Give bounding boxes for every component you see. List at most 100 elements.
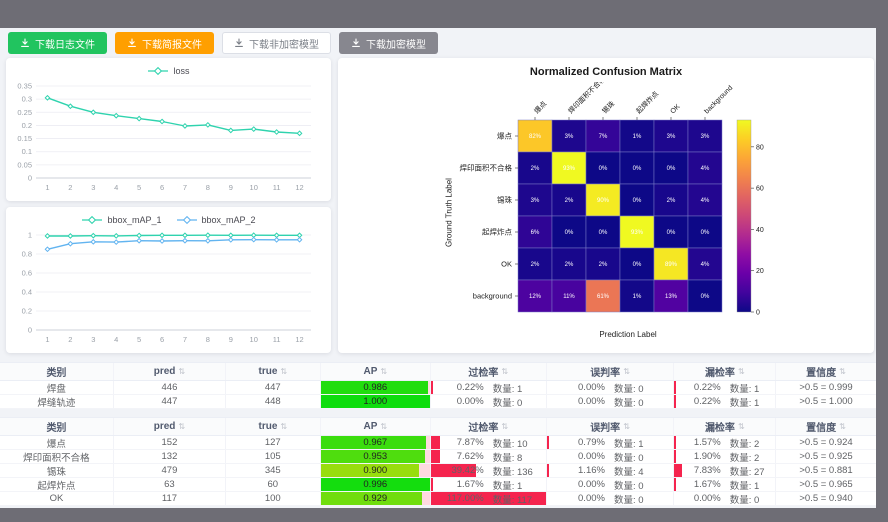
- data-point-marker: [273, 232, 280, 239]
- column-header[interactable]: 置信度 ⇅: [776, 363, 876, 380]
- toolbar: 下载日志文件 下载简报文件 下载非加密模型 下载加密模型: [0, 28, 876, 58]
- svg-text:12: 12: [295, 335, 303, 344]
- sort-icon[interactable]: ⇅: [623, 422, 630, 431]
- column-header[interactable]: 置信度 ⇅: [776, 418, 876, 435]
- sort-icon[interactable]: ⇅: [737, 367, 745, 376]
- matrix-cell: [551, 279, 587, 313]
- sort-icon[interactable]: ⇅: [839, 422, 846, 431]
- pred-count-cell: 132: [114, 450, 226, 463]
- map-chart-card: bbox_mAP_1 bbox_mAP_2 0 0.2 0.4 0.6 0.8 1 1 2 3 4…: [6, 207, 331, 353]
- loss-chart-legend[interactable]: loss: [6, 58, 331, 80]
- matrix-cell-value: 3%: [531, 198, 540, 204]
- sort-icon[interactable]: ⇅: [501, 422, 509, 431]
- rate-count: 数量: 1: [492, 383, 523, 395]
- ap-cell: 0.967: [320, 436, 431, 449]
- column-header[interactable]: true ⇅: [226, 418, 321, 435]
- column-header-label: 过检率: [468, 423, 499, 434]
- column-header[interactable]: 过检率 ⇅: [431, 418, 547, 435]
- column-header-label: true: [258, 366, 278, 377]
- confidence-cell: >0.5 = 0.924: [799, 437, 853, 448]
- rate-count: 数量: 1: [492, 480, 523, 492]
- matrix-cell-value: 2%: [565, 262, 574, 268]
- column-header-label: pred: [153, 421, 176, 432]
- rate-text: 1.67% 数量: 1: [431, 478, 546, 491]
- rate-text: 0.00% 数量: 0: [547, 478, 674, 491]
- column-header-label: 置信度: [806, 423, 837, 434]
- miss-cell: 0.22% 数量: 1: [674, 395, 777, 408]
- confidence-cell: >0.5 = 1.000: [799, 396, 853, 407]
- column-header[interactable]: 过检率 ⇅: [431, 363, 547, 380]
- data-point-marker: [90, 109, 97, 116]
- legend-marker-icon: [176, 215, 197, 225]
- matrix-column-label: background: [703, 85, 734, 116]
- true-count-cell: 100: [226, 492, 321, 505]
- column-header: 类别: [0, 363, 114, 380]
- colorbar-tick-label: 60: [756, 186, 764, 193]
- rate-percent: 117.00%: [446, 493, 484, 504]
- rate-text: 1.67% 数量: 1: [674, 478, 775, 491]
- class-name-cell: 焊印面积不合格: [0, 450, 114, 463]
- miss-cell: 7.83% 数量: 27: [674, 464, 777, 478]
- ap-value: 0.953: [363, 451, 388, 462]
- map-chart-legend[interactable]: bbox_mAP_1 bbox_mAP_2: [6, 207, 331, 229]
- column-header[interactable]: true ⇅: [226, 363, 321, 380]
- column-header[interactable]: 误判率 ⇅: [547, 363, 675, 380]
- sort-icon[interactable]: ⇅: [380, 367, 388, 376]
- legend-entry[interactable]: bbox_mAP_1: [81, 215, 162, 225]
- sort-icon[interactable]: ⇅: [839, 367, 846, 376]
- pred-count-cell: 447: [114, 395, 226, 408]
- rate-percent: 7.62%: [456, 451, 484, 462]
- download-log-button[interactable]: 下载日志文件: [8, 32, 107, 54]
- rate-percent: 7.87%: [456, 437, 484, 448]
- class-name-cell: 锡珠: [0, 464, 114, 477]
- rate-count: 数量: 27: [729, 466, 765, 478]
- data-point-marker: [227, 236, 234, 243]
- svg-text:9: 9: [229, 335, 233, 344]
- legend-entry[interactable]: bbox_mAP_2: [176, 215, 256, 225]
- sort-icon[interactable]: ⇅: [380, 422, 388, 431]
- column-header[interactable]: 漏检率 ⇅: [674, 418, 777, 435]
- data-point-marker: [90, 232, 97, 239]
- confusion-matrix-card: Normalized Confusion Matrix 82% 3% 7% 1% 3% 3…: [338, 58, 874, 353]
- sort-icon[interactable]: ⇅: [501, 367, 509, 376]
- data-point-marker: [159, 238, 165, 244]
- column-header[interactable]: pred ⇅: [114, 363, 226, 380]
- column-header-label: AP: [363, 366, 378, 377]
- download-plain-model-button[interactable]: 下载非加密模型: [222, 32, 331, 54]
- column-header[interactable]: AP ⇅: [321, 363, 431, 380]
- rate-bar: [674, 395, 677, 408]
- matrix-column-label: 起焊炸点: [634, 89, 660, 115]
- rate-percent: 0.00%: [578, 451, 605, 462]
- rate-bar: [430, 464, 477, 477]
- sort-icon[interactable]: ⇅: [280, 422, 288, 431]
- column-header[interactable]: 误判率 ⇅: [547, 418, 675, 435]
- column-header[interactable]: 漏检率 ⇅: [674, 363, 777, 380]
- sort-icon[interactable]: ⇅: [178, 422, 186, 431]
- rate-count: 数量: 0: [613, 383, 644, 395]
- data-point-marker: [67, 103, 74, 110]
- sort-icon[interactable]: ⇅: [623, 367, 630, 376]
- svg-text:0: 0: [28, 174, 32, 183]
- legend-entry[interactable]: loss: [147, 66, 190, 76]
- sort-icon[interactable]: ⇅: [737, 422, 745, 431]
- rate-percent: 0.00%: [578, 479, 605, 490]
- rate-count: 数量: 117: [492, 494, 533, 506]
- colorbar-tick-label: 20: [756, 268, 764, 275]
- matrix-cell-value: 4%: [701, 262, 710, 268]
- column-header[interactable]: AP ⇅: [321, 418, 431, 435]
- download-brief-button[interactable]: 下载简报文件: [115, 32, 214, 54]
- pred-count-cell: 446: [114, 381, 226, 394]
- sort-icon[interactable]: ⇅: [178, 367, 186, 376]
- rate-count: 数量: 0: [492, 397, 523, 409]
- ap-value: 0.967: [363, 437, 388, 448]
- matrix-cell: [619, 183, 655, 217]
- sort-icon[interactable]: ⇅: [280, 367, 288, 376]
- data-point-marker: [204, 237, 211, 244]
- data-point-marker: [296, 236, 303, 243]
- column-header[interactable]: pred ⇅: [114, 418, 226, 435]
- matrix-cell: [687, 279, 723, 313]
- ap-bar: [320, 381, 429, 394]
- data-point-marker: [44, 233, 51, 239]
- download-encrypted-model-button[interactable]: 下载加密模型: [339, 32, 438, 54]
